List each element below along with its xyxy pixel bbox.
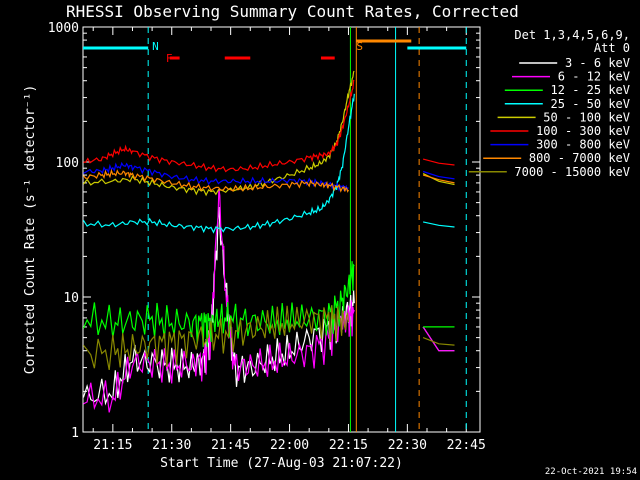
x-tick-label: 22:15 <box>329 438 368 453</box>
annotation-F: F <box>166 52 173 65</box>
x-tick-label: 22:45 <box>447 438 486 453</box>
x-tick-label: 22:30 <box>388 438 427 453</box>
series-line-4 <box>82 70 355 197</box>
x-tick-label: 21:45 <box>211 438 250 453</box>
series-line-8-late <box>422 337 455 346</box>
plot-frame <box>82 26 481 433</box>
y-tick-label: 1000 <box>48 21 79 36</box>
series-line-1-late <box>422 326 455 352</box>
series-line-5-late <box>422 158 455 166</box>
y-tick-label: 1 <box>71 426 79 441</box>
legend-label: 100 - 300 keV <box>536 124 630 138</box>
series-line-7-late <box>422 174 455 184</box>
x-tick-label: 21:15 <box>93 438 132 453</box>
y-tick-label: 10 <box>63 291 79 306</box>
legend-label: 12 - 25 keV <box>551 83 630 97</box>
legend-label: 300 - 800 keV <box>536 138 630 152</box>
chart-title: RHESSI Observing Summary Count Rates, Co… <box>66 2 519 21</box>
series-line-1 <box>83 188 355 413</box>
legend-header: Att 0 <box>594 41 630 55</box>
y-axis-label: Corrected Count Rate (s⁻¹ detector⁻¹) <box>23 85 38 375</box>
series-line-6-late <box>422 170 455 180</box>
generated-timestamp: 22-Oct-2021 19:54 <box>545 467 637 477</box>
series-line-6 <box>83 161 349 192</box>
legend-label: 6 - 12 keV <box>558 70 630 84</box>
legend-label: 800 - 7000 keV <box>529 151 630 165</box>
annotation-N: N <box>152 40 159 53</box>
series-line-0 <box>82 206 355 406</box>
series-line-3 <box>82 93 355 234</box>
x-tick-label: 22:00 <box>270 438 309 453</box>
legend-header: Det 1,3,4,5,6,9, <box>514 28 630 42</box>
series-line-2 <box>82 261 355 348</box>
legend-label: 25 - 50 keV <box>551 97 630 111</box>
series-line-0-late <box>422 326 455 352</box>
series-line-3-late <box>422 221 455 228</box>
y-tick-label: 100 <box>56 156 79 171</box>
x-axis-label: Start Time (27-Aug-03 21:07:22) <box>160 456 403 471</box>
annotation-S: S <box>356 40 363 53</box>
legend-label: 50 - 100 keV <box>543 110 630 124</box>
legend-label: 7000 - 15000 keV <box>514 165 630 179</box>
series-line-8 <box>82 305 350 371</box>
series-line-7 <box>82 168 350 193</box>
x-tick-label: 21:30 <box>152 438 191 453</box>
series-line-5 <box>83 79 355 173</box>
legend-label: 3 - 6 keV <box>565 56 630 70</box>
